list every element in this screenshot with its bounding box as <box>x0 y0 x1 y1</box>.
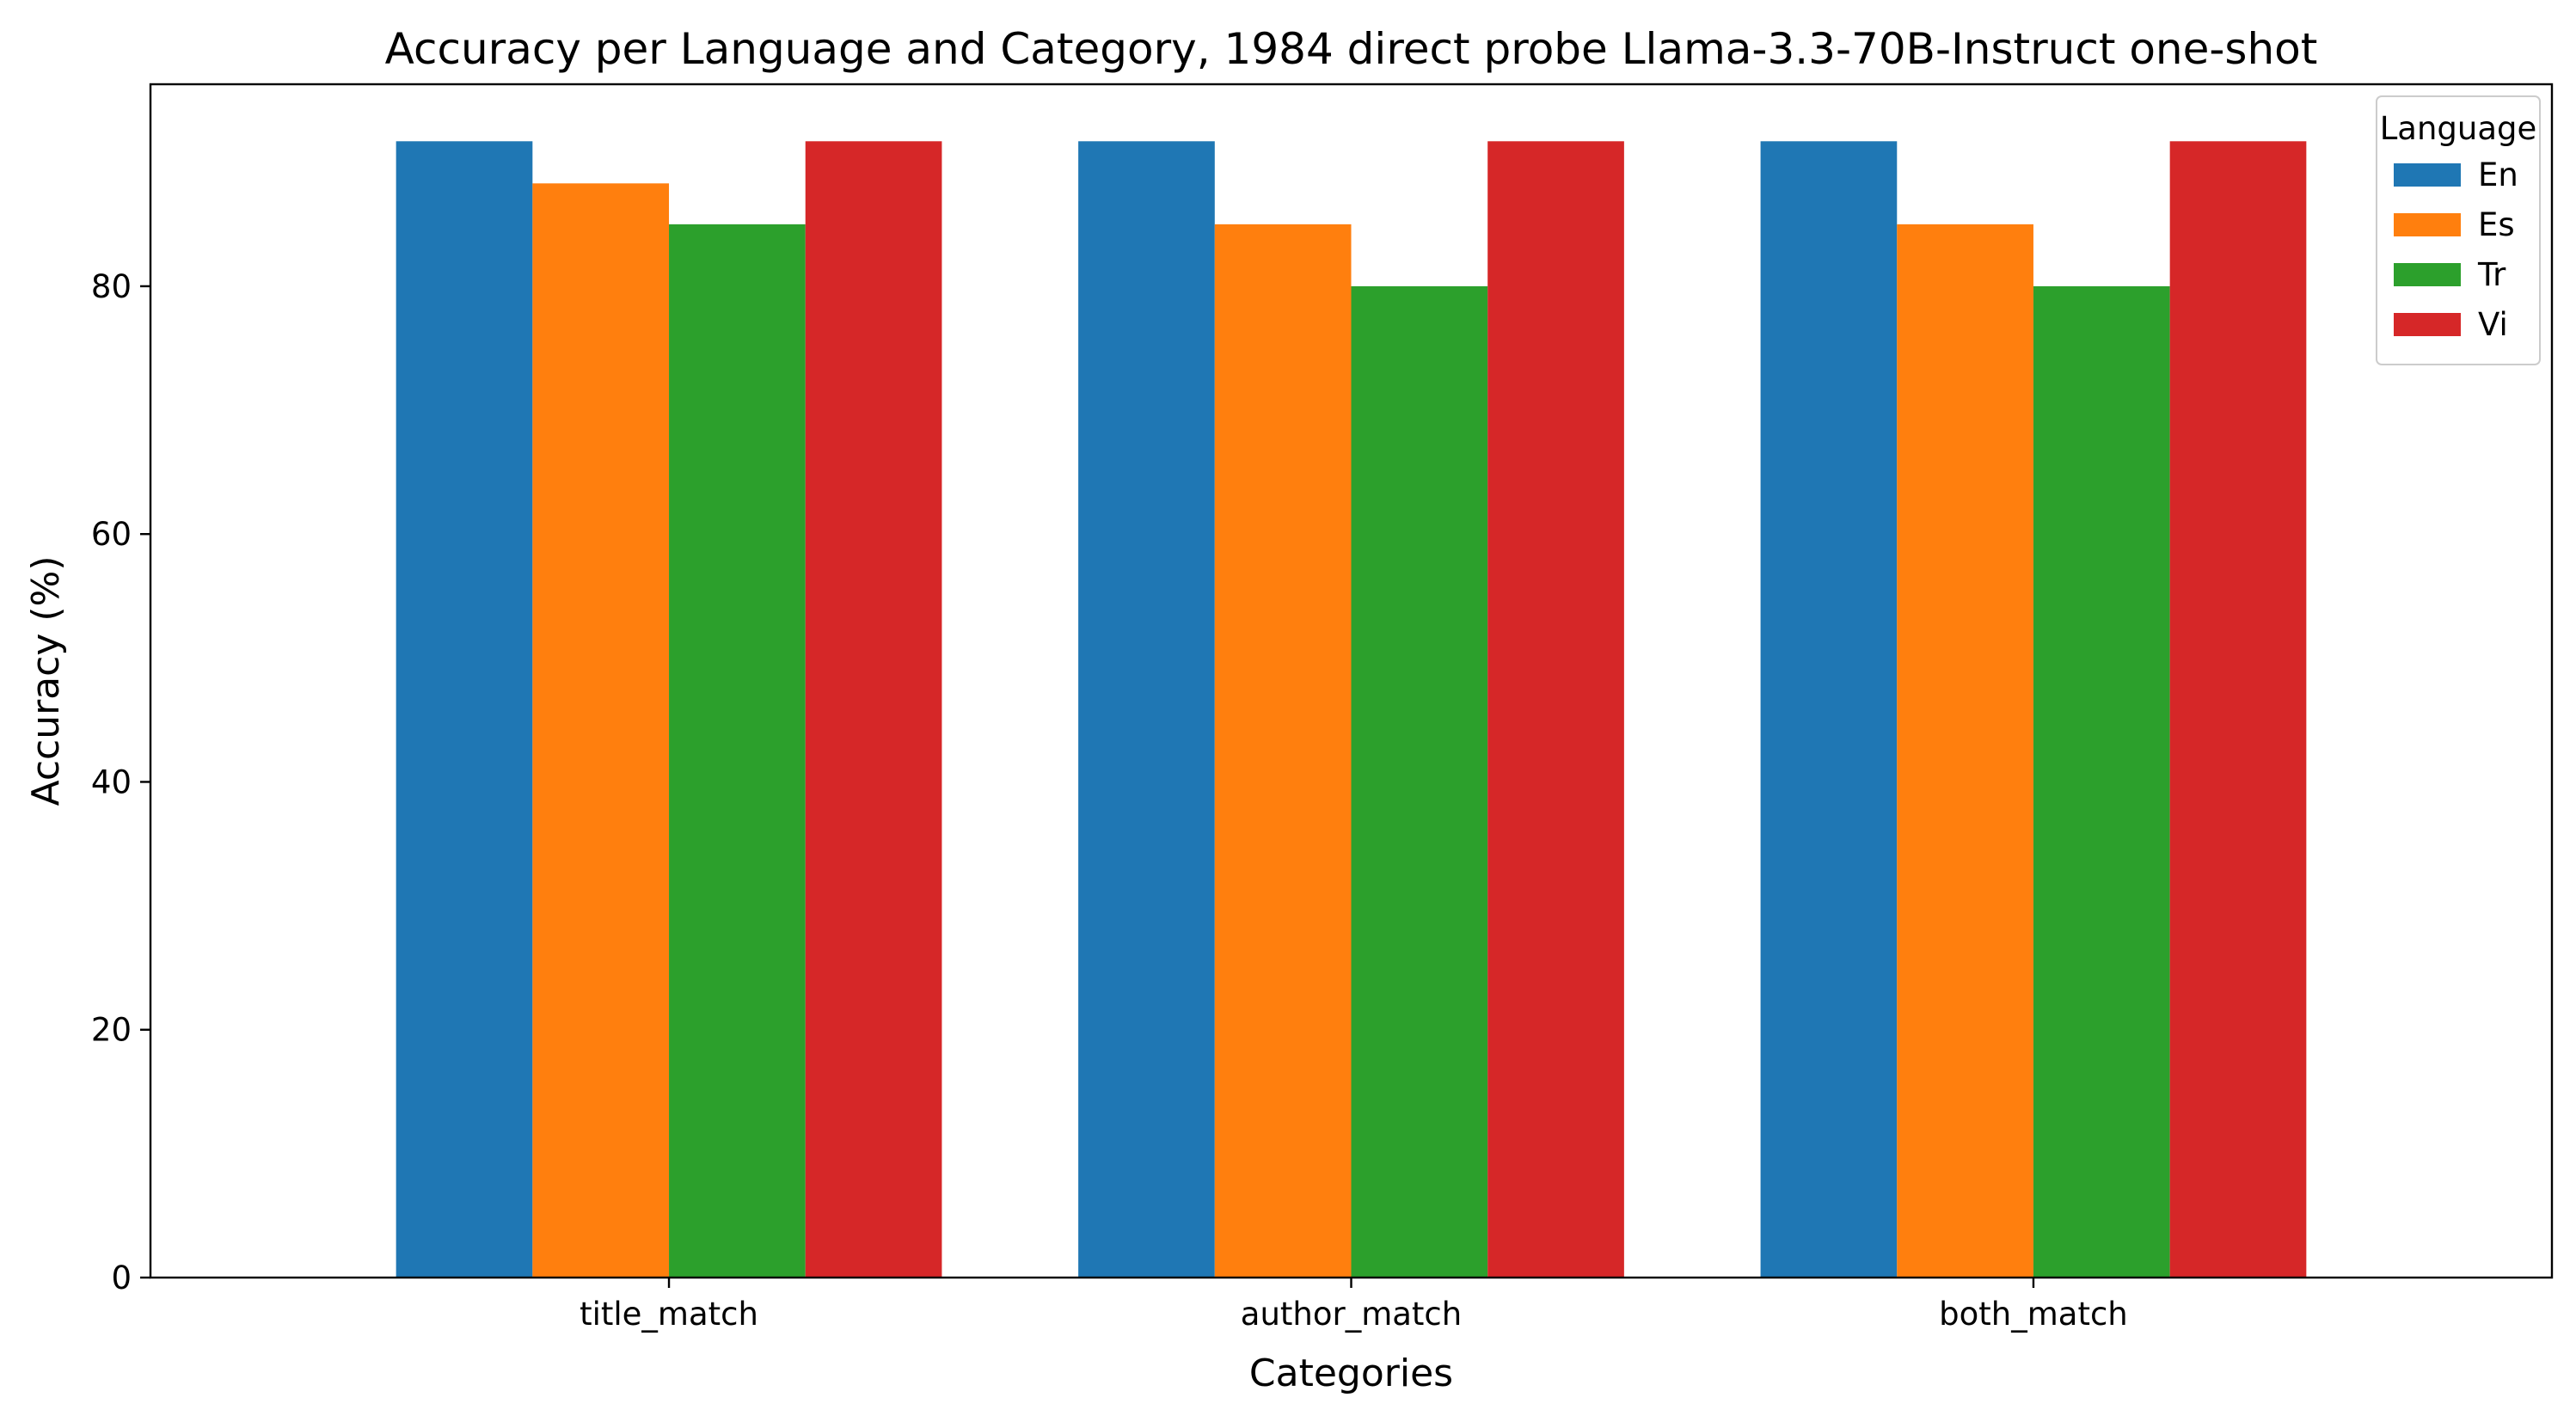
legend-title: Language <box>2380 110 2537 147</box>
legend-label-vi: Vi <box>2478 306 2508 343</box>
bar-vi-title-match <box>805 141 942 1278</box>
legend-entries: En Es Tr Vi <box>2394 156 2518 343</box>
y-tick-label: 0 <box>111 1260 132 1296</box>
x-tick-label: both_match <box>1939 1296 2128 1333</box>
legend-label-en: En <box>2478 156 2518 193</box>
bar-vi-both-match <box>2169 141 2307 1278</box>
bar-es-both-match <box>1897 224 2033 1278</box>
bar-vi-author-match <box>1487 141 1624 1278</box>
legend: Language En Es Tr Vi <box>2376 95 2541 365</box>
y-tick-label: 20 <box>91 1012 132 1049</box>
y-tick-label: 40 <box>91 763 132 800</box>
legend-swatch-tr <box>2394 263 2461 286</box>
bar-tr-title-match <box>669 224 806 1278</box>
bar-es-author-match <box>1214 224 1352 1278</box>
x-axis-label: Categories <box>1249 1352 1453 1395</box>
legend-swatch-es <box>2394 213 2461 236</box>
y-tick-label: 60 <box>91 516 132 553</box>
x-tick-label: title_match <box>580 1296 758 1333</box>
bar-en-author-match <box>1078 141 1215 1278</box>
legend-swatch-en <box>2394 163 2461 187</box>
x-ticks: title_match author_match both_match <box>580 1278 2128 1333</box>
legend-label-tr: Tr <box>2477 256 2506 293</box>
x-tick-label: author_match <box>1241 1296 1462 1333</box>
legend-swatch-vi <box>2394 313 2461 336</box>
bar-tr-both-match <box>2033 285 2170 1278</box>
bars-layer <box>396 141 2307 1278</box>
bar-en-title-match <box>396 141 533 1278</box>
bar-en-both-match <box>1760 141 1898 1278</box>
legend-label-es: Es <box>2478 206 2515 243</box>
y-axis-label: Accuracy (%) <box>24 555 68 806</box>
chart-title: Accuracy per Language and Category, 1984… <box>385 24 2318 74</box>
bar-es-title-match <box>532 183 670 1278</box>
y-tick-label: 80 <box>91 268 132 305</box>
y-ticks: 0 20 40 60 80 <box>91 268 150 1296</box>
bar-tr-author-match <box>1351 285 1488 1278</box>
